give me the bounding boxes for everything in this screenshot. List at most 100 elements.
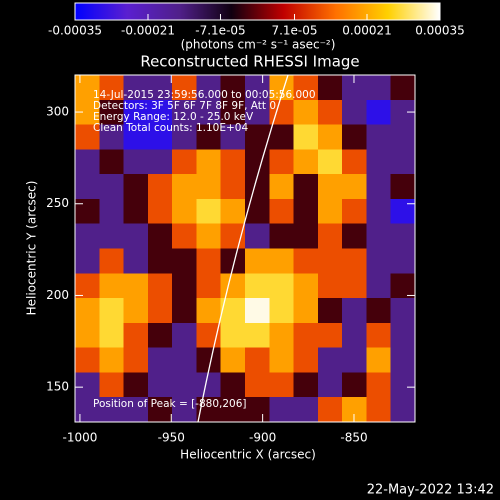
heatmap-cell: [390, 397, 416, 423]
heatmap-cell: [293, 248, 319, 274]
heatmap-cell: [245, 99, 270, 126]
heatmap-cell: [75, 248, 100, 274]
heatmap-cell: [75, 347, 100, 373]
heatmap-cell: [196, 174, 222, 200]
heatmap-cell: [245, 397, 270, 423]
heatmap-cell: [366, 347, 392, 373]
heatmap-cell: [172, 347, 197, 373]
colorbar-tick-label: 0.00021: [342, 24, 392, 38]
heatmap-cell: [390, 75, 416, 101]
y-tick-label: 200: [46, 288, 69, 302]
heatmap-cell: [99, 174, 125, 200]
heatmap-cell: [269, 248, 295, 274]
heatmap-cell: [147, 149, 173, 175]
heatmap-cell: [99, 372, 125, 398]
heatmap-cell: [366, 198, 392, 225]
heatmap-cell: [99, 322, 125, 349]
heatmap-cell: [245, 75, 270, 101]
heatmap-cell: [220, 124, 246, 150]
heatmap-cell: [99, 75, 125, 101]
heatmap-cell: [293, 223, 319, 249]
colorbar-tick-label: 0.00035: [415, 24, 465, 38]
heatmap-cell: [123, 99, 149, 126]
heatmap-cell: [99, 124, 125, 150]
heatmap-cell: [147, 298, 173, 324]
heatmap-cell: [75, 149, 100, 175]
heatmap-cell: [147, 347, 173, 373]
heatmap-cell: [293, 273, 319, 299]
heatmap-cell: [245, 347, 270, 373]
heatmap-cell: [196, 322, 222, 349]
x-tick-label: -900: [249, 431, 276, 445]
heatmap-cell: [342, 248, 367, 274]
heatmap-cell: [147, 198, 173, 225]
heatmap-cell: [342, 174, 367, 200]
heatmap-cell: [196, 273, 222, 299]
heatmap-cell: [390, 174, 416, 200]
heatmap-cell: [269, 273, 295, 299]
x-axis-label: Heliocentric X (arcsec): [180, 448, 316, 462]
y-axis-label: Heliocentric Y (arcsec): [25, 181, 39, 316]
peak-label: Position of Peak = [-880,206]: [93, 398, 247, 410]
heatmap-cell: [342, 397, 367, 423]
heatmap-cell: [196, 372, 222, 398]
heatmap-cell: [99, 99, 125, 126]
heatmap-cell: [123, 248, 149, 274]
heatmap-cell: [172, 322, 197, 349]
heatmap-cell: [196, 248, 222, 274]
x-tick-label: -1000: [62, 431, 97, 445]
heatmap-cell: [390, 223, 416, 249]
heatmap-cell: [75, 322, 100, 349]
heatmap-cell: [317, 347, 343, 373]
heatmap-cell: [220, 223, 246, 249]
heatmap-cell: [342, 273, 367, 299]
heatmap-cell: [75, 198, 100, 225]
heatmap-cell: [390, 198, 416, 225]
heatmap-cell: [366, 248, 392, 274]
heatmap-cell: [123, 124, 149, 150]
heatmap-cell: [172, 198, 197, 225]
heatmap-cell: [172, 397, 197, 423]
heatmap-cell: [147, 248, 173, 274]
heatmap-cell: [220, 75, 246, 101]
heatmap-cell: [317, 372, 343, 398]
heatmap-cell: [269, 149, 295, 175]
heatmap-cell: [245, 149, 270, 175]
heatmap-cell: [245, 248, 270, 274]
heatmap-cell: [317, 99, 343, 126]
heatmap-cell: [390, 273, 416, 299]
heatmap-cell: [220, 397, 246, 423]
heatmap-cell: [390, 298, 416, 324]
heatmap-cell: [317, 298, 343, 324]
annotation: Clean Total counts: 1.10E+04: [93, 122, 248, 134]
heatmap-cell: [342, 124, 367, 150]
heatmap-cell: [75, 75, 100, 101]
heatmap-cell: [342, 99, 367, 126]
heatmap-cell: [269, 298, 295, 324]
heatmap-cell: [269, 198, 295, 225]
heatmap-cell: [293, 75, 319, 101]
heatmap-cell: [196, 149, 222, 175]
heatmap-cell: [123, 198, 149, 225]
heatmap-cell: [269, 372, 295, 398]
heatmap-cell: [172, 223, 197, 249]
heatmap-cell: [123, 75, 149, 101]
colorbar-tick-label: -0.00035: [48, 24, 102, 38]
heatmap-cell: [245, 223, 270, 249]
heatmap-cell: [220, 372, 246, 398]
heatmap-cell: [366, 99, 392, 126]
heatmap-cell: [245, 372, 270, 398]
heatmap-cell: [99, 198, 125, 225]
heatmap-cell: [366, 397, 392, 423]
heatmap-cell: [293, 149, 319, 175]
heatmap-cell: [172, 124, 197, 150]
heatmap-cell: [245, 298, 270, 324]
heatmap-cell: [317, 273, 343, 299]
timestamp: 22-May-2022 13:42: [367, 483, 494, 498]
heatmap-cell: [342, 322, 367, 349]
solar-limb: [197, 74, 289, 423]
heatmap-cell: [342, 298, 367, 324]
colorbar-tick-label: -0.00021: [121, 24, 175, 38]
heatmap-cell: [317, 198, 343, 225]
heatmap-cell: [123, 149, 149, 175]
